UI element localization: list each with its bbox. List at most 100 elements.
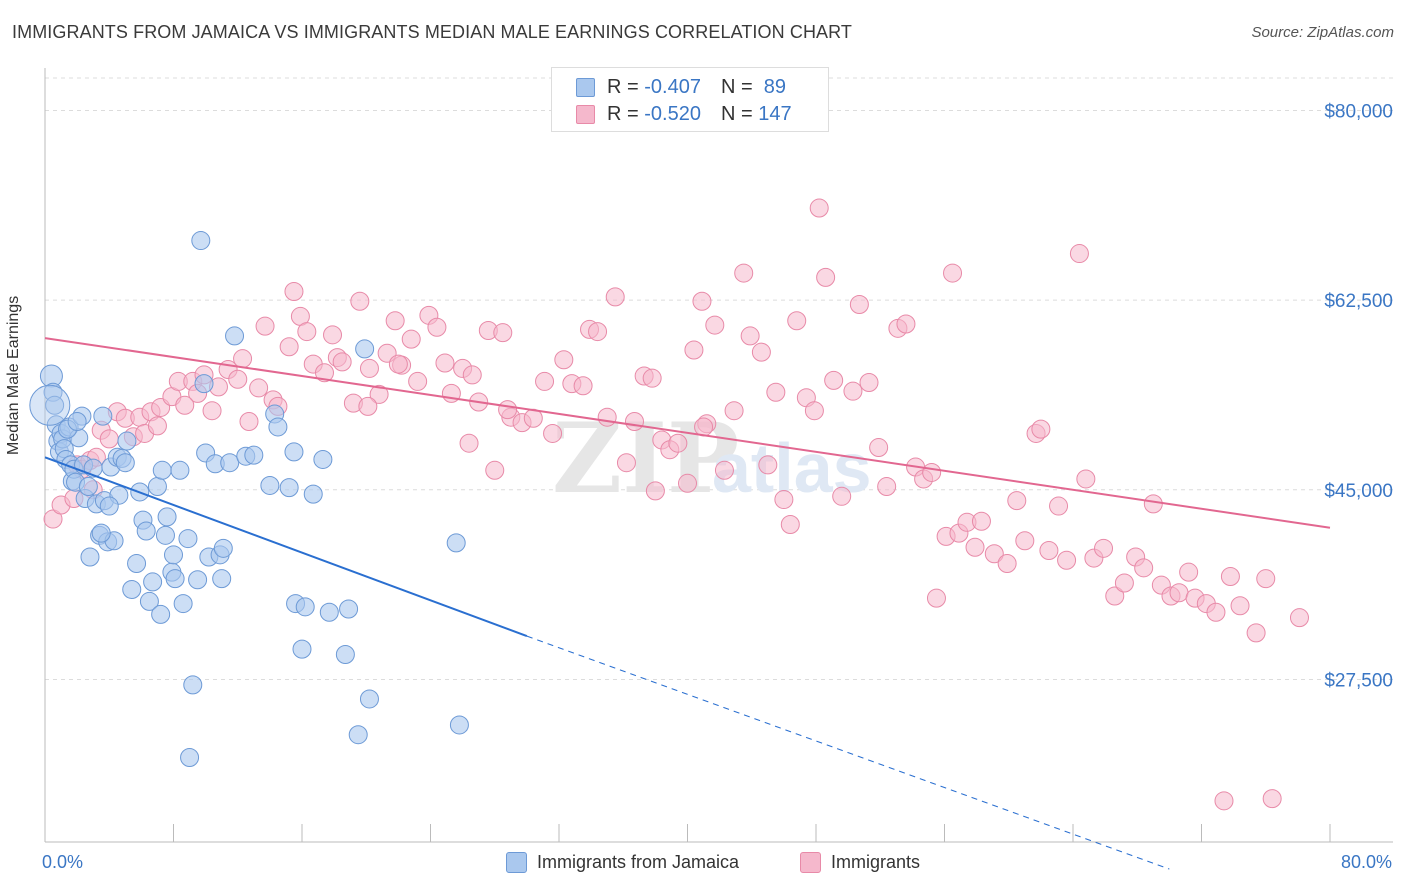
jamaica-point [292,639,312,659]
immigrants-point [642,368,662,388]
jamaica-point [260,475,280,495]
legend-r-value-immigrants: -0.520 [644,102,701,125]
y-tick-label: $80,000 [1324,102,1393,123]
immigrants-point [766,382,786,402]
jamaica-point [213,538,233,558]
immigrants-point [588,322,608,342]
immigrants-point [877,477,897,497]
jamaica-trend-extension [526,635,1170,870]
immigrants-point [997,553,1017,573]
immigrants-point [573,376,593,396]
y-tick-labels: $27,500 $45,000 $62,500 $80,000 [1324,102,1393,692]
immigrants-point [462,365,482,385]
immigrants-point [1015,531,1035,551]
jamaica-point [91,523,111,543]
jamaica-point [446,533,466,553]
immigrants-point [645,481,665,501]
immigrants-point [1169,583,1189,603]
immigrants-point [99,429,119,449]
jamaica-point [136,521,156,541]
jamaica-point [147,477,167,497]
jamaica-point [295,597,315,617]
jamaica-point [244,445,264,465]
immigrants-point [493,323,513,343]
immigrants-point [758,455,778,475]
immigrants-point [896,314,916,334]
immigrants-point [332,352,352,372]
immigrants-point [1069,244,1089,264]
jamaica-point [319,602,339,622]
jamaica-point [355,339,375,359]
jamaica-point-large [29,384,71,426]
legend-swatch-immigrants [576,104,595,124]
jamaica-point [335,645,355,665]
immigrants-point [597,407,617,427]
immigrants-point [943,263,963,283]
jamaica-point [155,525,175,545]
jamaica-point [359,689,379,709]
immigrants-point [605,287,625,307]
immigrants-point [239,412,259,432]
jamaica-point [180,747,200,767]
immigrants-point [543,423,563,443]
jamaica-trend-line [44,456,528,638]
jamaica-point [284,442,304,462]
immigrants-point [740,326,760,346]
immigrants-point [1057,550,1077,570]
immigrants-point [1134,558,1154,578]
immigrants-point [724,401,744,421]
source-label: Source: ZipAtlas.com [1251,24,1394,41]
jamaica-point [115,453,135,473]
axes [44,68,1393,843]
jamaica-point [164,545,183,565]
jamaica-point [348,725,368,745]
legend-n-label: N = [720,102,753,125]
x-tick-label-min: 0.0% [42,852,84,872]
immigrants-point [297,322,317,342]
y-tick-label: $45,000 [1324,481,1393,502]
jamaica-point [178,529,198,549]
immigrants-trend-line [44,337,1331,529]
immigrants-point [43,509,63,529]
immigrants-point [435,353,455,373]
series-swatch-jamaica [506,852,527,873]
immigrants-point [284,281,304,301]
jamaica-point [151,604,171,624]
jamaica-point [78,477,98,497]
immigrants-point [1039,540,1059,560]
jamaica-point [188,570,208,590]
immigrants-point [358,396,378,416]
immigrants-point [388,354,408,374]
immigrants-point [824,370,844,390]
jamaica-point [122,580,142,600]
immigrants-point [175,395,195,415]
immigrants-point [832,486,852,506]
legend-row-jamaica: R = -0.407 N = 89 [576,75,786,99]
jamaica-point [45,395,65,415]
immigrants-point [809,198,829,218]
immigrants-point [1094,538,1114,558]
legend-row-immigrants: R = -0.520 N = 147 [576,102,792,126]
series-legend-jamaica[interactable]: Immigrants from Jamaica [506,852,739,873]
immigrants-point [485,460,505,480]
jamaica-point [143,572,163,592]
immigrants-point [774,490,794,510]
series-legend-immigrants[interactable]: Immigrants [800,852,920,873]
jamaica-point [67,412,87,432]
legend-swatch-jamaica [576,77,595,97]
immigrants-point [1105,586,1125,606]
jamaica-point [225,326,245,346]
jamaica-point [279,478,299,498]
immigrants-point [816,267,836,287]
jamaica-point [165,569,185,589]
immigrants-point [427,317,447,337]
immigrants-point [692,291,712,311]
immigrants-point [255,316,275,336]
immigrants-point [314,363,334,383]
immigrants-point [1230,596,1250,616]
legend-r-label: R = [607,102,639,125]
immigrants-point [147,416,167,436]
trend-lines [44,337,1331,870]
jamaica-point [127,553,147,573]
